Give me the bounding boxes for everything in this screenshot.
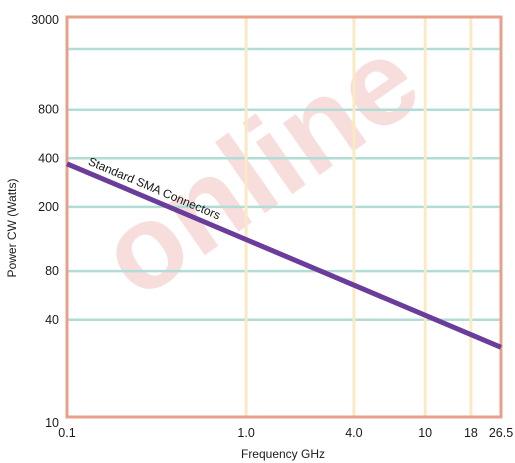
y-axis-title: Power CW (Watts) [5,179,19,278]
y-gridlines [67,47,501,322]
x-tick-label: 26.5 [489,426,513,440]
y-tick-label: 800 [38,103,59,117]
plot-frame [65,15,503,419]
y-tick-label: 400 [38,151,59,165]
y-tick-label: 200 [38,200,59,214]
y-tick-label: 3000 [31,13,59,27]
series-line [66,161,502,350]
x-tick-label: 0.1 [58,426,75,440]
x-tick-label: 4.0 [345,426,362,440]
x-gridlines [244,17,473,417]
y-tick-label: 10 [45,416,59,430]
y-tick-label: 40 [45,313,59,327]
x-tick-label: 1.0 [237,426,254,440]
watermark: online [76,11,442,323]
y-tick-label: 80 [45,264,59,278]
x-tick-label: 18 [464,426,478,440]
x-axis-title: Frequency GHz [241,447,325,461]
y-tick-labels: 10 40 80 200 400 800 3000 [31,13,59,430]
x-tick-labels: 0.1 1.0 4.0 10 18 26.5 [58,426,513,440]
x-tick-label: 10 [418,426,432,440]
